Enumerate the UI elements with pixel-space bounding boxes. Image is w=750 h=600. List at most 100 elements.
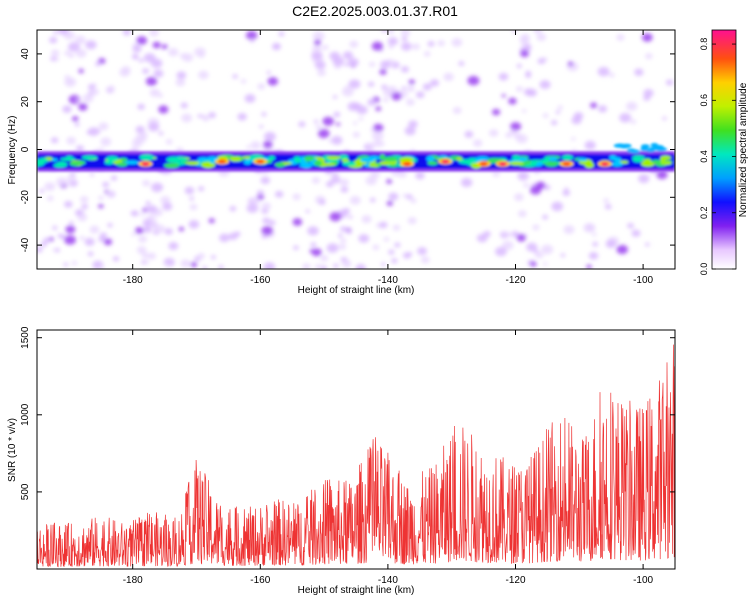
spectrogram-speckle (136, 36, 148, 45)
band-blob (275, 162, 285, 168)
spectrogram-speckle (443, 72, 454, 82)
spectrogram-speckle (630, 119, 637, 125)
spectrogram-speckle (176, 71, 187, 80)
spectrogram-speckle (197, 114, 203, 119)
spectrogram-speckle (219, 233, 230, 243)
hotspot-core (498, 161, 507, 166)
spectrogram-speckle (139, 135, 145, 139)
colorbar-tick-label: 0.8 (699, 38, 709, 51)
spectrogram-speckle (322, 116, 334, 126)
spectrogram-speckle (645, 53, 653, 60)
spectrogram-speckle (256, 194, 265, 200)
spectrogram-speckle (142, 179, 151, 187)
band-blob (104, 160, 114, 165)
spectrogram-speckle (136, 246, 147, 254)
spectrogram-speckle (259, 124, 264, 129)
spectrogram-speckle (508, 97, 517, 105)
spectrogram-speckle (309, 249, 315, 253)
spectrogram-speckle (53, 30, 58, 35)
band-blob (613, 157, 622, 163)
snr-frame (36, 329, 676, 570)
spectrogram-speckle (145, 76, 158, 86)
spectrogram-speckle (267, 77, 279, 86)
spectrogram-speckle (78, 103, 88, 111)
spectrogram-speckle (312, 31, 325, 41)
snr-y-axis: 500 1000 1500 (20, 326, 675, 500)
spectrogram-speckle (305, 209, 310, 213)
spectrogram-speckle (407, 251, 413, 256)
spectrogram-image (37, 30, 675, 269)
spectrogram-speckle (313, 119, 319, 124)
spectrogram-speckle (106, 191, 114, 197)
spectrogram-speckle (645, 242, 650, 247)
spectrogram-speckle (135, 227, 144, 235)
spectrogram-speckle (342, 260, 352, 268)
band-blob (163, 162, 180, 169)
spectrogram-speckle (84, 237, 95, 246)
spectrogram-speckle (62, 105, 72, 113)
spectrogram-speckle (420, 256, 430, 264)
spectrogram-speckle (313, 39, 321, 46)
spectrogram-speckle (458, 61, 465, 66)
spectrogram-speckle (338, 243, 347, 250)
spectrogram-speckle (638, 174, 650, 184)
spectrogram-speckle (410, 198, 417, 204)
spectrogram-speckle (315, 124, 322, 130)
spectrogram-speckle (314, 60, 326, 70)
spectrogram-speckle (394, 242, 401, 248)
spectrogram-speckle (75, 35, 86, 45)
spectrogram-speckle (153, 69, 164, 78)
spectrogram-speckle (198, 52, 205, 58)
spectrogram-speckle (90, 173, 95, 177)
spectrogram-speckle (202, 115, 210, 122)
spectrogram-speckle (367, 98, 377, 106)
spectrogram-speckle (102, 181, 110, 188)
spectrogram-speckle (89, 225, 100, 234)
snr-series-line (37, 344, 675, 568)
spectrogram-speckle (344, 63, 349, 67)
spectrogram-speckle (189, 196, 195, 201)
spectrogram-speckle (168, 241, 179, 250)
band-blob (487, 157, 504, 162)
spectrogram-speckle (302, 263, 311, 269)
spectrogram-speckle (311, 50, 323, 60)
spectrogram-speckle (311, 177, 320, 184)
band-blob (265, 159, 273, 164)
spectrogram-speckle (198, 186, 205, 192)
spectrogram-speckle (278, 31, 285, 37)
spectrogram-speckle (165, 263, 170, 267)
spectrogram-x-tick-label: -140 (378, 275, 398, 286)
spectrogram-speckle (50, 56, 57, 62)
spectrogram-speckle (154, 224, 166, 234)
spectrogram-speckle (75, 145, 85, 152)
spectrogram-speckle (662, 116, 667, 121)
snr-x-tick-label: -140 (378, 575, 398, 586)
spectrogram-speckle (495, 246, 507, 257)
spectrogram-speckle (71, 260, 78, 266)
spectrogram-speckle (492, 108, 501, 116)
band-blob (620, 143, 632, 148)
spectrogram-speckle (387, 37, 399, 46)
band-blob (360, 157, 375, 163)
spectrogram-speckle (616, 34, 625, 41)
spectrogram-speckle (149, 30, 159, 37)
spectrogram-speckle (404, 126, 416, 136)
spectrogram-speckle (392, 224, 401, 231)
spectrogram-speckle (50, 137, 59, 144)
spectrogram-speckle (132, 44, 142, 53)
spectrogram-speckle (257, 189, 264, 196)
spectrogram-speckle (88, 127, 100, 136)
spectrogram-speckle (110, 175, 118, 181)
spectrogram-speckle (188, 219, 200, 229)
spectrogram-speckle (415, 91, 425, 99)
spectrogram-speckle (452, 107, 462, 114)
band-blob (73, 160, 86, 165)
spectrogram-speckle (521, 109, 527, 113)
spectrogram-band (37, 143, 675, 172)
spectrogram-speckle (271, 42, 282, 51)
spectrogram-speckle (320, 265, 328, 269)
band-blob (651, 159, 662, 164)
spectrogram-speckle (141, 252, 150, 259)
band-blob (37, 160, 45, 167)
spectrogram-speckle (320, 255, 329, 262)
